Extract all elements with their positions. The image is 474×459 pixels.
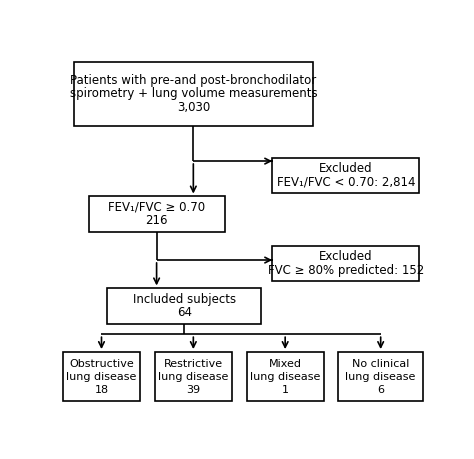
Text: FVC ≥ 80% predicted: 152: FVC ≥ 80% predicted: 152 <box>268 264 424 277</box>
Text: No clinical: No clinical <box>352 359 410 369</box>
Text: FEV₁/FVC < 0.70: 2,814: FEV₁/FVC < 0.70: 2,814 <box>276 175 415 189</box>
Text: Excluded: Excluded <box>319 162 373 175</box>
Text: spirometry + lung volume measurements: spirometry + lung volume measurements <box>70 88 317 101</box>
Text: 216: 216 <box>146 214 168 228</box>
Text: 1: 1 <box>282 385 289 395</box>
Text: Included subjects: Included subjects <box>133 293 236 306</box>
FancyBboxPatch shape <box>74 62 313 126</box>
Text: Mixed: Mixed <box>269 359 301 369</box>
FancyBboxPatch shape <box>246 352 324 402</box>
Text: 18: 18 <box>94 385 109 395</box>
FancyBboxPatch shape <box>272 246 419 281</box>
FancyBboxPatch shape <box>107 288 261 324</box>
Text: lung disease: lung disease <box>250 372 320 382</box>
Text: lung disease: lung disease <box>158 372 228 382</box>
Text: 39: 39 <box>186 385 201 395</box>
FancyBboxPatch shape <box>272 157 419 193</box>
Text: Obstructive: Obstructive <box>69 359 134 369</box>
FancyBboxPatch shape <box>63 352 140 402</box>
FancyBboxPatch shape <box>155 352 232 402</box>
Text: FEV₁/FVC ≥ 0.70: FEV₁/FVC ≥ 0.70 <box>108 201 205 214</box>
Text: Restrictive: Restrictive <box>164 359 223 369</box>
FancyBboxPatch shape <box>89 196 225 232</box>
Text: lung disease: lung disease <box>346 372 416 382</box>
Text: 64: 64 <box>177 306 191 319</box>
Text: 3,030: 3,030 <box>177 101 210 114</box>
Text: Patients with pre-and post-bronchodilator: Patients with pre-and post-bronchodilato… <box>70 74 317 87</box>
Text: 6: 6 <box>377 385 384 395</box>
FancyBboxPatch shape <box>338 352 423 402</box>
Text: Excluded: Excluded <box>319 250 373 263</box>
Text: lung disease: lung disease <box>66 372 137 382</box>
